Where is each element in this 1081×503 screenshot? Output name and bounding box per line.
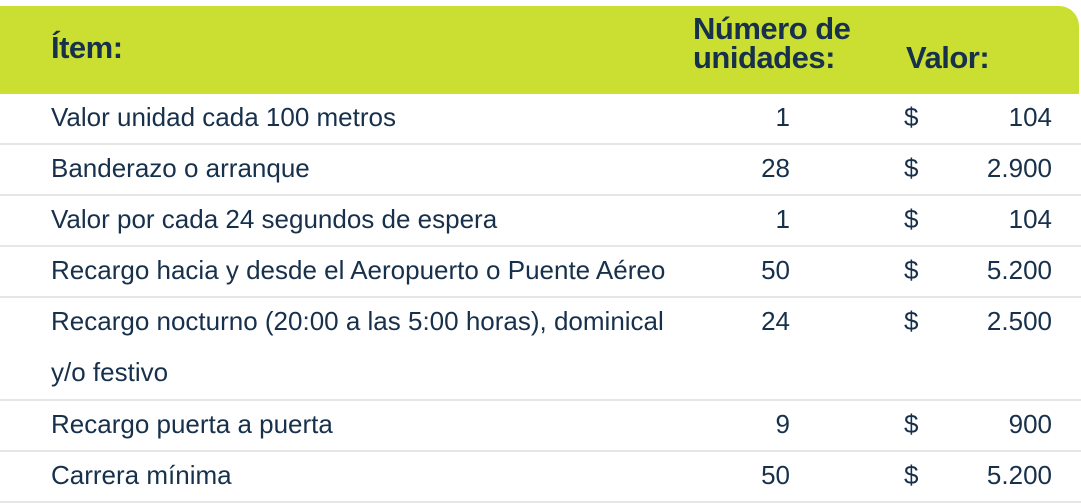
table-row: Banderazo o arranque 28 $ 2.900 (0, 145, 1081, 196)
row-units: 28 (761, 153, 790, 183)
row-item: Recargo puerta a puerta (51, 409, 333, 439)
row-currency: $ (904, 255, 919, 285)
row-units: 24 (761, 306, 790, 336)
row-item-line2: y/o festivo (51, 357, 169, 387)
table-row: Recargo puerta a puerta 9 $ 900 (0, 401, 1081, 452)
table-row: Valor por cada 24 segundos de espera 1 $… (0, 196, 1081, 247)
row-item: Recargo nocturno (20:00 a las 5:00 horas… (51, 296, 691, 398)
table-row: Valor unidad cada 100 metros 1 $ 104 (0, 94, 1081, 145)
header-units: Número de unidades: (693, 11, 851, 75)
table-row: Recargo hacia y desde el Aeropuerto o Pu… (0, 247, 1081, 298)
row-item: Valor por cada 24 segundos de espera (51, 204, 498, 234)
row-units: 50 (761, 460, 790, 490)
row-item: Valor unidad cada 100 metros (51, 102, 396, 132)
row-item: Recargo hacia y desde el Aeropuerto o Pu… (51, 255, 666, 285)
table-row: Recargo nocturno (20:00 a las 5:00 horas… (0, 298, 1081, 401)
row-currency: $ (904, 306, 919, 336)
header-units-line2: unidades: (693, 40, 835, 75)
row-value: 2.500 (986, 306, 1052, 336)
row-units: 1 (775, 204, 790, 234)
row-value: 2.900 (986, 153, 1052, 183)
row-currency: $ (904, 460, 919, 490)
header-units-line1: Número de (693, 11, 851, 46)
row-units: 50 (761, 255, 790, 285)
row-item-line1: Recargo nocturno (20:00 a las 5:00 horas… (51, 306, 664, 336)
row-units: 9 (775, 409, 790, 439)
table-row: Carrera mínima 50 $ 5.200 (0, 452, 1081, 503)
row-currency: $ (904, 102, 919, 132)
table-header: Ítem: Número de unidades: Valor: (0, 6, 1079, 94)
row-value: 104 (1008, 102, 1052, 132)
header-value: Valor: (906, 40, 990, 75)
row-currency: $ (904, 409, 919, 439)
row-value: 104 (1008, 204, 1052, 234)
row-currency: $ (904, 204, 919, 234)
row-value: 5.200 (986, 460, 1052, 490)
table-body: Valor unidad cada 100 metros 1 $ 104 Ban… (0, 94, 1081, 503)
row-value: 900 (1008, 409, 1052, 439)
row-item: Carrera mínima (51, 460, 232, 490)
header-item: Ítem: (51, 30, 123, 65)
row-units: 1 (775, 102, 790, 132)
row-value: 5.200 (986, 255, 1052, 285)
row-currency: $ (904, 153, 919, 183)
row-item: Banderazo o arranque (51, 153, 310, 183)
